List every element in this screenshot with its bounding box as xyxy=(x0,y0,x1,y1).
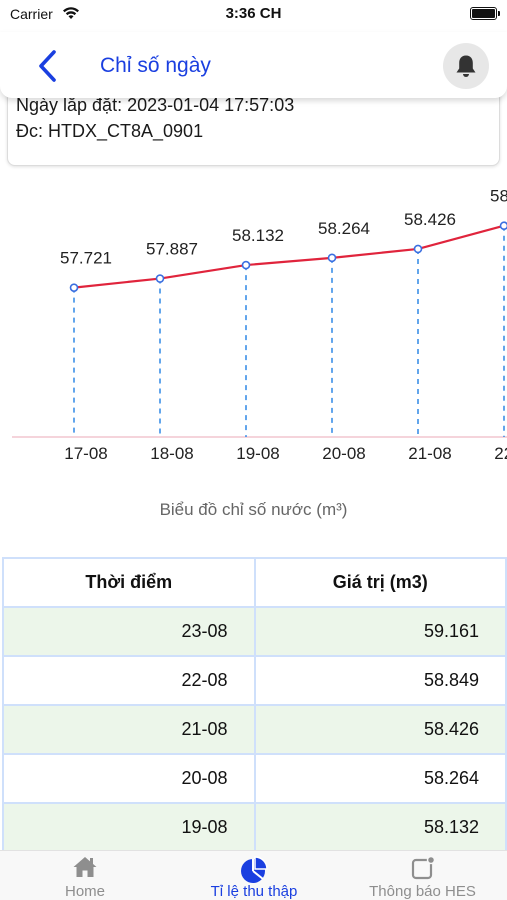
water-index-chart: 57.721 57.887 58.132 58.264 58.426 58.849 17-0… xyxy=(0,190,507,480)
data-label: 58.426 xyxy=(404,210,456,229)
install-date: Ngày lắp đặt: 2023-01-04 17:57:03 xyxy=(16,95,295,115)
tab-collection-rate-label: Tỉ lệ thu thập xyxy=(210,883,298,900)
table-row: 20-08 58.264 xyxy=(2,753,507,804)
x-tick-label: 20-08 xyxy=(322,444,365,463)
line-chart: 57.721 57.887 58.132 58.264 58.426 58.849 17-0… xyxy=(12,190,507,463)
x-tick-label: 19-08 xyxy=(236,444,279,463)
home-icon xyxy=(73,857,97,877)
x-tick-label: 22-08 xyxy=(494,444,507,463)
table-row: 22-08 58.849 xyxy=(2,655,507,706)
x-tick-label: 21-08 xyxy=(408,444,451,463)
meter-code: Đc: HTDX_CT8A_0901 xyxy=(16,121,204,141)
column-header-value: Giá trị (m3) xyxy=(253,557,507,608)
chevron-left-icon xyxy=(39,50,56,82)
nav-header: Chỉ số ngày xyxy=(0,32,507,98)
readings-table: Thời điểm Giá trị (m3) 23-08 59.161 22-0… xyxy=(2,557,507,853)
bell-icon xyxy=(456,55,476,77)
tab-home-label: Home xyxy=(64,883,105,900)
data-point xyxy=(155,274,165,283)
x-tick-label: 18-08 xyxy=(150,444,193,463)
data-label: 57.721 xyxy=(60,249,112,268)
series-line xyxy=(73,224,505,289)
cell-value: 58.849 xyxy=(253,655,507,706)
cell-value: 58.264 xyxy=(253,753,507,804)
data-label: 57.887 xyxy=(146,240,198,259)
column-header-time: Thời điểm xyxy=(2,557,256,608)
table-row: 19-08 58.132 xyxy=(2,802,507,853)
data-point xyxy=(413,244,423,254)
status-time: 3:36 CH xyxy=(225,5,282,22)
cell-time: 22-08 xyxy=(2,655,256,706)
cell-value: 58.132 xyxy=(253,802,507,853)
table-header-row: Thời điểm Giá trị (m3) xyxy=(2,557,507,608)
battery-icon xyxy=(470,7,500,20)
cell-value: 59.161 xyxy=(253,606,507,657)
data-point xyxy=(241,260,251,270)
table-row: 23-08 59.161 xyxy=(2,606,507,657)
data-label: 58.849 xyxy=(490,190,507,206)
x-tick-label: 17-08 xyxy=(64,444,107,463)
data-point xyxy=(499,221,507,231)
data-point xyxy=(69,283,79,292)
pie-chart-icon xyxy=(241,856,268,883)
cell-time: 23-08 xyxy=(2,606,256,657)
tab-hes-notifications[interactable]: Thông báo HES xyxy=(355,851,490,900)
chart-title: Biểu đồ chỉ số nước (m³) xyxy=(159,500,348,519)
status-bar: Carrier 3:36 CH xyxy=(0,0,507,30)
tab-bar: Home Tỉ lệ thu thập Thông báo HES xyxy=(0,850,507,900)
tab-hes-label: Thông báo HES xyxy=(369,883,476,900)
cell-time: 21-08 xyxy=(2,704,256,755)
page-title: Chỉ số ngày xyxy=(100,54,211,77)
cell-time: 19-08 xyxy=(2,802,256,853)
carrier-label: Carrier xyxy=(10,6,53,22)
tab-home[interactable]: Home xyxy=(35,851,135,900)
wifi-icon xyxy=(63,7,79,19)
back-button[interactable] xyxy=(30,46,66,86)
table-row: 21-08 58.426 xyxy=(2,704,507,755)
cell-time: 20-08 xyxy=(2,753,256,804)
tab-collection-rate[interactable]: Tỉ lệ thu thập xyxy=(190,851,318,900)
notification-button[interactable] xyxy=(443,43,489,89)
cell-value: 58.426 xyxy=(253,704,507,755)
notification-icon xyxy=(411,855,435,880)
data-label: 58.264 xyxy=(318,219,370,238)
data-point xyxy=(327,253,337,263)
data-label: 58.132 xyxy=(232,226,284,245)
